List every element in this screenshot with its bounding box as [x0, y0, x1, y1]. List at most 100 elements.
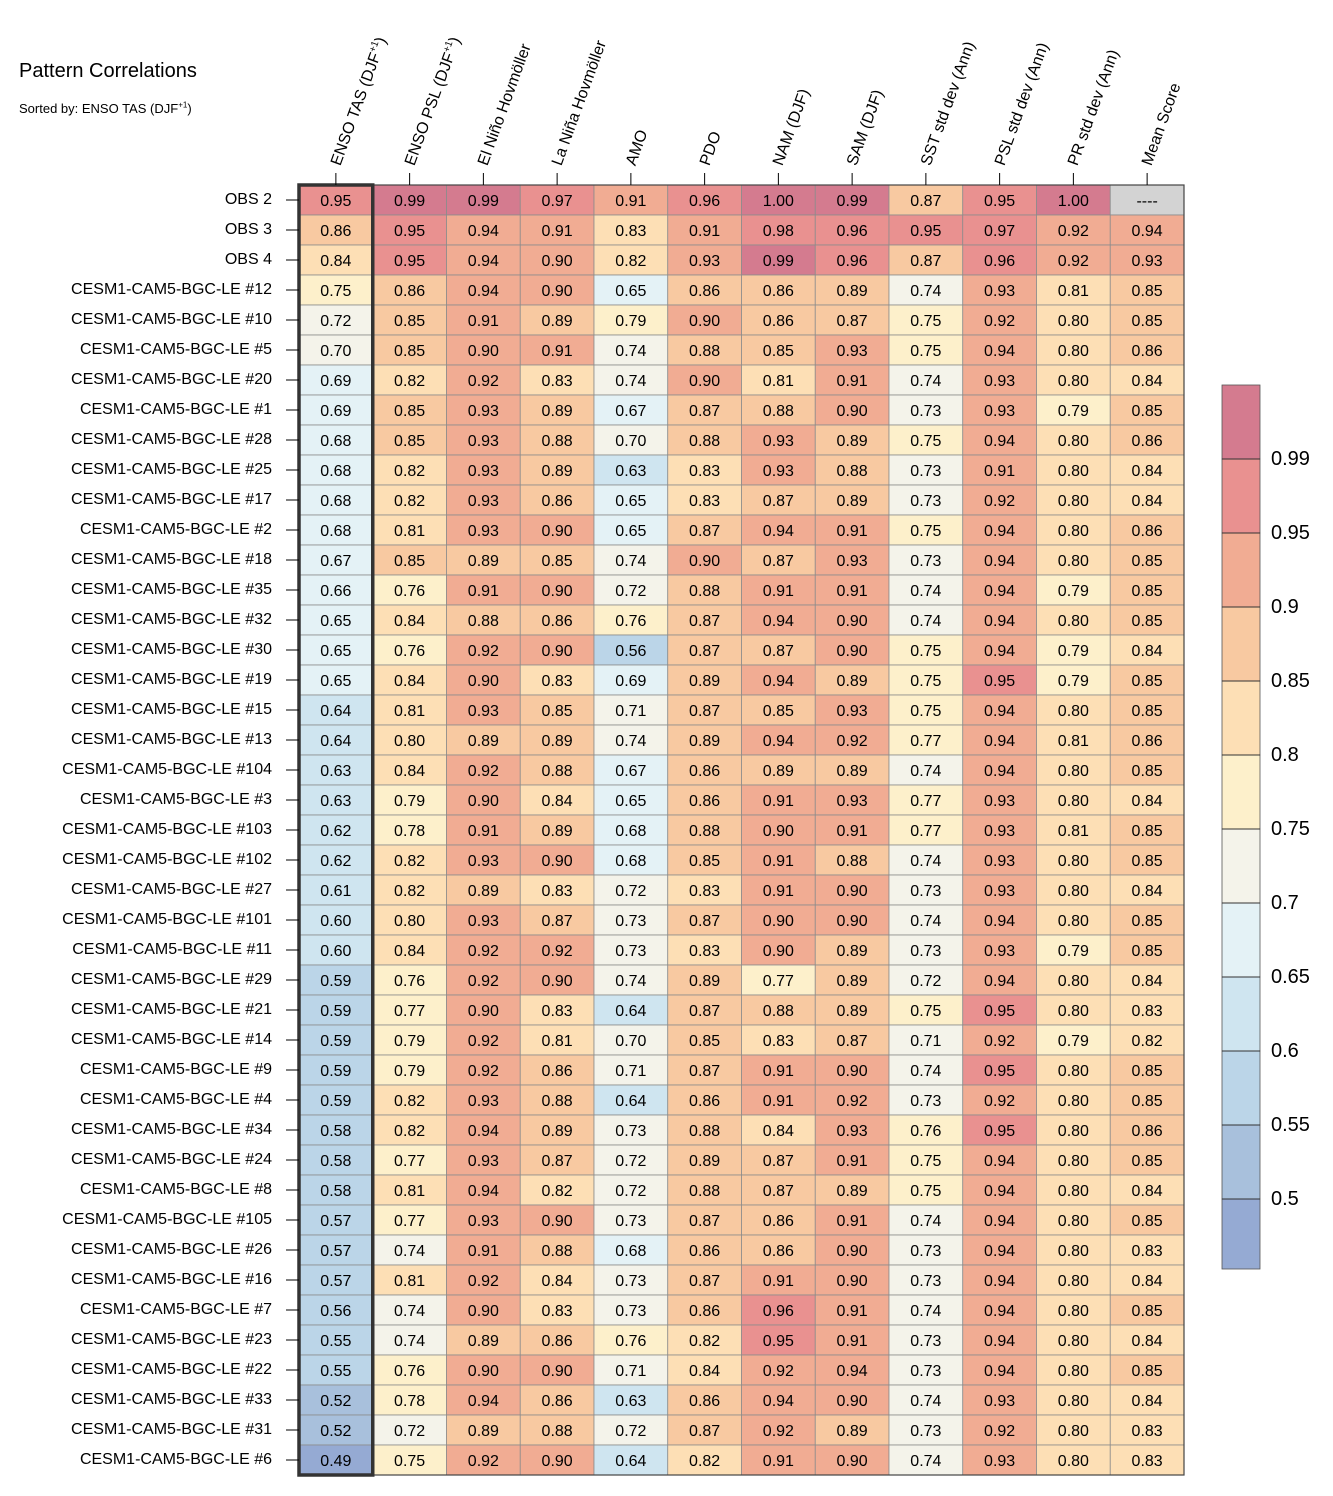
cell-value-label: 0.91 — [689, 223, 720, 240]
cell-value-label: 0.64 — [320, 703, 351, 720]
cell-value-label: 0.94 — [763, 613, 794, 630]
cell-value-label: 0.73 — [910, 1243, 941, 1260]
cell-value-label: 0.80 — [1058, 973, 1089, 990]
cell-value-label: 0.90 — [542, 643, 573, 660]
cell-value-label: 0.86 — [689, 793, 720, 810]
heatmap-cell — [888, 934, 964, 966]
cell-value-label: 0.84 — [320, 253, 351, 270]
row-label: CESM1-CAM5-BGC-LE #15 — [71, 701, 272, 718]
cell-value-label: 0.85 — [1132, 1213, 1163, 1230]
heatmap-cell — [298, 514, 374, 546]
heatmap-cell — [593, 1144, 669, 1176]
heatmap-cell — [1036, 874, 1111, 906]
cell-value-label: 0.80 — [1058, 1183, 1089, 1200]
heatmap-cell — [741, 1114, 816, 1146]
heatmap-cell — [667, 784, 742, 816]
heatmap-cell — [962, 754, 1037, 786]
cell-value-label: 0.91 — [837, 1303, 868, 1320]
heatmap-cell — [888, 754, 964, 786]
cell-value-label: 0.82 — [394, 373, 425, 390]
cell-value-label: 0.81 — [542, 1033, 573, 1050]
cell-value-label: 0.94 — [984, 1303, 1015, 1320]
cell-value-label: 0.80 — [1058, 1093, 1089, 1110]
heatmap-cell — [667, 934, 742, 966]
cell-value-label: 0.94 — [984, 733, 1015, 750]
heatmap-cell — [298, 424, 374, 456]
cell-value-label: 0.89 — [837, 943, 868, 960]
heatmap-cell — [593, 1234, 669, 1266]
cell-value-label: 0.91 — [837, 583, 868, 600]
heatmap-cell — [298, 304, 374, 336]
heatmap-cell — [1109, 1414, 1185, 1446]
cell-value-label: 0.85 — [1132, 763, 1163, 780]
cell-value-label: 0.85 — [394, 403, 425, 420]
cell-value-label: 0.94 — [984, 1243, 1015, 1260]
row-label: CESM1-CAM5-BGC-LE #20 — [71, 371, 272, 388]
heatmap-cell — [1036, 364, 1111, 396]
colorbar-tick-label: 0.6 — [1271, 1040, 1299, 1062]
cell-value-label: 0.92 — [468, 973, 499, 990]
row-label: CESM1-CAM5-BGC-LE #30 — [71, 641, 272, 658]
heatmap-cell — [741, 694, 816, 726]
row-label: CESM1-CAM5-BGC-LE #16 — [71, 1271, 272, 1288]
cell-value-label: 0.82 — [542, 1183, 573, 1200]
cell-value-label: 0.75 — [910, 313, 941, 330]
cell-value-label: 0.89 — [763, 763, 794, 780]
cell-value-label: 0.77 — [394, 1153, 425, 1170]
cell-value-label: 0.86 — [542, 1333, 573, 1350]
heatmap-cell — [888, 1084, 964, 1116]
heatmap-cell — [519, 1204, 595, 1236]
cell-value-label: 0.81 — [394, 703, 425, 720]
heatmap-cell — [667, 424, 742, 456]
cell-value-label: 0.86 — [689, 1303, 720, 1320]
heatmap-cell — [1109, 1084, 1185, 1116]
cell-value-label: 0.90 — [837, 613, 868, 630]
row-label: CESM1-CAM5-BGC-LE #4 — [79, 1091, 272, 1108]
cell-value-label: 0.80 — [394, 733, 425, 750]
heatmap-cell — [962, 1144, 1037, 1176]
colorbar-segment — [1221, 532, 1261, 608]
cell-value-label: 0.73 — [615, 943, 646, 960]
cell-value-label: 0.85 — [1132, 553, 1163, 570]
cell-value-label: 0.70 — [320, 343, 351, 360]
cell-value-label: 0.94 — [984, 553, 1015, 570]
heatmap-cell — [446, 1384, 521, 1416]
cell-value-label: 0.93 — [468, 1213, 499, 1230]
cell-value-label: 0.72 — [320, 313, 351, 330]
cell-value-label: 0.79 — [1058, 643, 1089, 660]
heatmap-cell — [593, 544, 669, 576]
heatmap-cell — [741, 394, 816, 426]
heatmap-cell — [1109, 364, 1185, 396]
cell-value-label: 0.89 — [468, 553, 499, 570]
cell-value-label: 0.89 — [542, 733, 573, 750]
cell-value-label: 0.90 — [837, 1063, 868, 1080]
row-label: OBS 4 — [224, 251, 272, 268]
heatmap-cell — [741, 784, 816, 816]
heatmap-cell — [1036, 664, 1111, 696]
chart-subtitle: Sorted by: ENSO TAS (DJF+1) — [19, 101, 192, 116]
cell-value-label: 0.74 — [910, 373, 941, 390]
heatmap-cell — [372, 844, 447, 876]
cell-value-label: 0.76 — [394, 643, 425, 660]
heatmap-cell — [446, 1264, 521, 1296]
cell-value-label: 0.65 — [320, 613, 351, 630]
cell-value-label: 0.80 — [1058, 883, 1089, 900]
cell-value-label: 0.90 — [542, 973, 573, 990]
cell-value-label: 0.88 — [542, 1093, 573, 1110]
heatmap-cell — [962, 1204, 1037, 1236]
heatmap-cell — [593, 844, 669, 876]
heatmap-cell — [446, 634, 521, 666]
cell-value-label: 0.89 — [689, 733, 720, 750]
cell-value-label: 0.91 — [468, 313, 499, 330]
heatmap-cell — [446, 1204, 521, 1236]
cell-value-label: 0.85 — [1132, 1063, 1163, 1080]
cell-value-label: 0.94 — [837, 1363, 868, 1380]
heatmap-cell — [593, 1204, 669, 1236]
cell-value-label: 0.85 — [1132, 403, 1163, 420]
cell-value-label: 0.81 — [763, 373, 794, 390]
cell-value-label: 0.88 — [689, 1183, 720, 1200]
cell-value-label: 0.71 — [615, 1363, 646, 1380]
cell-value-label: 0.84 — [1132, 373, 1163, 390]
heatmap-cell — [519, 184, 595, 216]
cell-value-label: 0.74 — [394, 1333, 425, 1350]
